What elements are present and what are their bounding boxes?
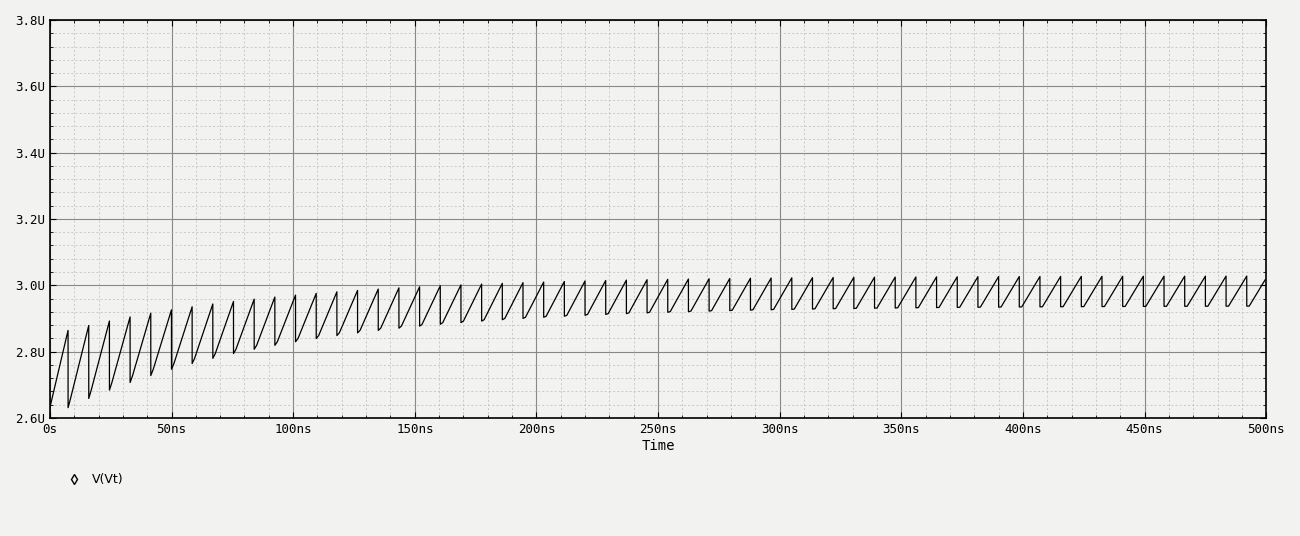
Legend: V(Vt): V(Vt) [56,468,129,491]
X-axis label: Time: Time [641,438,675,452]
